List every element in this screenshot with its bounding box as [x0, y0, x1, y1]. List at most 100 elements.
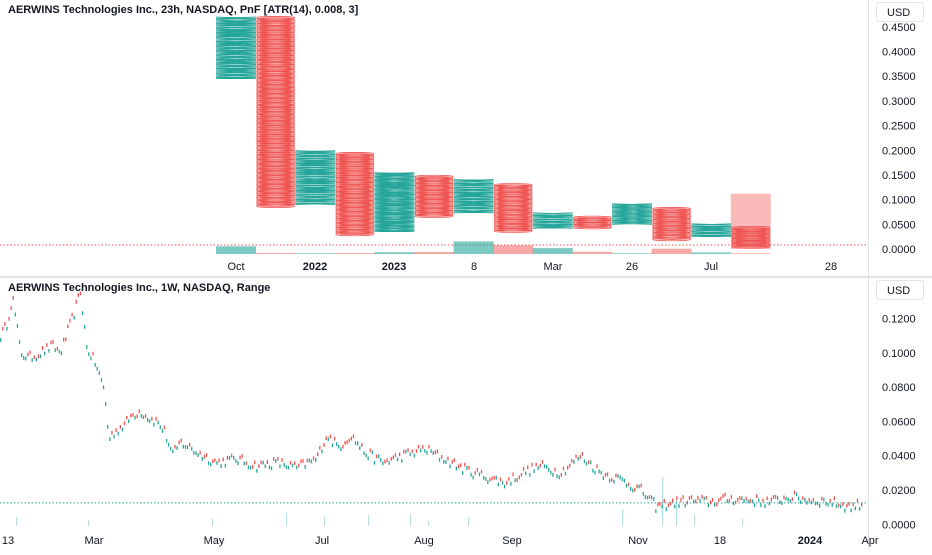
range-bar	[779, 500, 781, 505]
x-tick-label: Mar	[85, 535, 104, 547]
range-bar	[172, 449, 174, 454]
range-chart-svg[interactable]: 0.1200 0.1000 0.0800 0.0600 0.0400 0.0200 0.00…	[0, 278, 932, 550]
pnf-x-column	[691, 223, 732, 238]
range-bar	[390, 457, 392, 461]
range-bar	[384, 459, 386, 464]
pnf-o-mark	[414, 174, 454, 179]
range-bar	[396, 457, 399, 462]
range-bar	[571, 458, 573, 463]
range-bar	[537, 466, 539, 470]
y-tick-label: 0.4000	[882, 47, 916, 59]
range-bar	[382, 461, 384, 466]
range-bar	[819, 503, 821, 508]
range-chart-pane[interactable]: 0.1200 0.1000 0.0800 0.0600 0.0400 0.0200 0.00…	[0, 278, 932, 550]
range-bar	[501, 480, 504, 485]
x-tick-label: Nov	[628, 535, 648, 547]
volume-bar	[334, 253, 375, 254]
currency-button-bottom[interactable]: USD	[876, 280, 924, 300]
range-bar	[273, 457, 275, 461]
range-bar	[762, 498, 764, 503]
range-bar	[216, 461, 218, 465]
range-bar	[413, 453, 415, 458]
range-bar	[619, 475, 621, 480]
y-tick-label: 0.0500	[882, 219, 916, 231]
range-bar	[306, 458, 308, 463]
volume-bar	[295, 253, 336, 254]
range-bar	[504, 484, 506, 489]
pnf-o-column	[652, 207, 691, 242]
volume-bar	[612, 253, 652, 254]
range-bar	[197, 453, 199, 457]
range-bar	[256, 468, 258, 473]
x-tick-label: 13	[2, 535, 14, 547]
volume-bar	[368, 515, 370, 526]
range-bar	[170, 446, 172, 451]
range-bar	[239, 455, 241, 460]
range-bar	[130, 413, 132, 418]
volume-bar	[622, 509, 624, 526]
volume-bar	[742, 518, 744, 526]
range-bar	[602, 476, 604, 480]
pnf-o-column	[414, 174, 454, 218]
x-tick-label: Aug	[414, 535, 434, 547]
currency-button-top[interactable]: USD	[876, 2, 924, 22]
y-tick-label: 0.1000	[882, 195, 916, 207]
range-bar	[814, 501, 817, 506]
range-bar	[79, 291, 82, 296]
range-bar	[50, 340, 52, 345]
range-bar	[575, 454, 577, 459]
range-bar	[810, 500, 812, 505]
range-bar	[539, 463, 541, 468]
volume-bar	[216, 246, 256, 254]
range-bar	[600, 470, 602, 475]
range-bar	[203, 454, 205, 459]
pnf-chart-pane[interactable]: 0.4500 0.4000 0.3500 0.3000 0.2500 0.2000 0.15…	[0, 0, 932, 276]
range-bar	[338, 444, 340, 449]
range-bar	[552, 472, 554, 477]
range-bar	[774, 494, 777, 499]
pnf-x-column	[453, 179, 494, 214]
range-bar	[287, 465, 289, 470]
range-bar	[760, 503, 762, 507]
range-bar	[245, 461, 247, 466]
range-bar	[310, 459, 313, 464]
pane-divider[interactable]	[0, 276, 932, 278]
volume-bar	[255, 252, 296, 254]
pnf-chart-svg[interactable]: 0.4500 0.4000 0.3500 0.3000 0.2500 0.2000 0.15…	[0, 0, 932, 276]
range-bar	[560, 473, 562, 477]
range-bar	[132, 412, 134, 417]
range-bar	[2, 326, 4, 331]
range-bar	[214, 458, 216, 463]
range-bar	[422, 445, 424, 449]
range-bar	[277, 457, 279, 461]
range-bar	[770, 497, 772, 502]
volume-bar	[691, 252, 732, 254]
range-bar	[254, 460, 256, 465]
range-bar	[159, 425, 161, 429]
range-bar	[739, 496, 741, 500]
x-tick-label: 28	[825, 261, 837, 273]
range-bar	[443, 459, 445, 464]
range-bar	[73, 315, 75, 320]
range-bar	[430, 449, 432, 453]
range-bar	[65, 337, 67, 342]
range-bar	[686, 500, 688, 505]
range-bar	[195, 451, 197, 456]
range-bar	[802, 496, 804, 501]
range-bar	[249, 465, 252, 470]
range-bar	[558, 475, 560, 480]
range-bar	[795, 492, 798, 497]
range-bar	[533, 469, 535, 473]
range-bar	[737, 497, 739, 502]
range-bar	[644, 495, 646, 499]
range-bar	[354, 441, 357, 445]
range-bar	[804, 498, 806, 502]
range-bar	[296, 465, 298, 470]
range-bar	[392, 455, 394, 460]
range-bar	[445, 460, 447, 464]
range-bar	[747, 499, 749, 504]
range-bar	[71, 312, 73, 317]
range-bar	[321, 449, 323, 454]
range-bar	[205, 453, 208, 457]
range-bar	[768, 501, 770, 506]
